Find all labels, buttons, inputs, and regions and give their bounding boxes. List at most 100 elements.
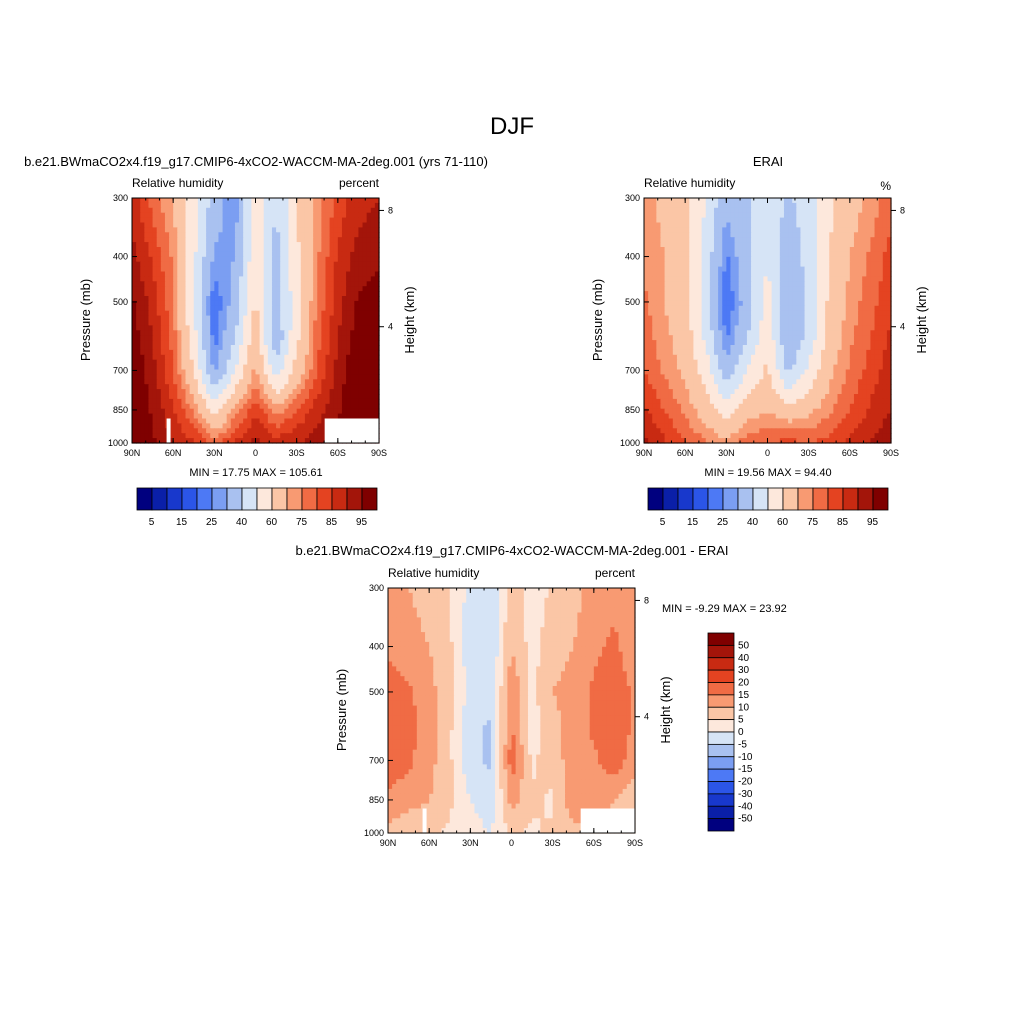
field-cell [730,261,736,268]
field-cell [755,217,760,224]
field-cell [160,374,166,380]
field-cell [210,286,215,292]
field-cell [370,330,376,336]
field-cell [197,242,203,248]
field-cell [206,384,211,390]
field-cell [709,222,715,228]
field-cell [833,296,839,302]
field-cell [164,276,170,282]
field-cell [222,247,228,253]
field-cell [197,418,203,424]
field-cell [329,345,335,351]
field-cell [164,403,170,410]
field-cell [648,325,653,331]
field-cell [705,345,711,351]
field-cell [234,374,240,380]
field-cell [234,276,240,282]
field-cell [644,261,649,268]
field-cell [775,300,781,307]
field-cell [804,232,810,238]
field-cell [152,276,158,282]
field-cell [676,212,682,219]
right-label: percent [339,176,380,190]
field-cell [886,237,892,243]
field-cell [870,291,876,297]
field-cell [271,207,277,214]
field-cell [263,242,269,248]
field-cell [664,256,670,263]
field-cell [800,237,806,243]
field-cell [656,305,662,312]
field-cell [255,394,261,400]
field-cell [742,232,748,238]
field-cell [197,325,203,331]
field-cell [652,291,657,297]
field-cell [276,300,281,307]
field-cell [841,335,847,341]
field-cell [755,335,760,341]
field-cell [681,242,686,248]
field-cell [346,247,351,253]
field-cell [771,276,777,282]
field-cell [812,247,818,253]
field-cell [247,394,252,400]
field-cell [767,232,773,238]
colorbar-box [151,487,168,511]
field-cell [341,217,347,224]
field-cell [751,296,756,302]
field-cell [177,320,182,326]
field-cell [862,296,867,302]
field-cell [697,345,703,351]
field-cell [775,266,781,273]
field-cell [218,266,224,273]
field-cell [870,340,876,346]
field-cell [771,212,777,219]
field-cell [709,305,715,312]
field-cell [317,394,322,400]
field-cell [681,310,686,317]
field-cell [796,291,802,297]
field-cell [329,276,335,282]
field-cell [370,296,376,302]
field-cell [136,251,141,258]
field-cell [181,251,187,258]
field-cell [821,251,826,258]
field-cell [177,227,182,233]
field-cell [833,330,839,336]
field-cell [689,237,694,243]
field-cell [271,384,277,390]
field-cell [656,202,662,209]
field-cell [829,232,834,238]
field-cell [870,266,876,273]
field-cell [189,408,195,415]
field-cell [239,413,244,420]
field-cell [829,212,834,219]
field-cell [771,261,777,268]
field-cell [730,227,736,233]
field-cell [837,271,843,277]
field-cell [701,305,707,312]
field-cell [144,300,150,307]
field-cell [874,345,880,351]
field-cell [255,237,261,243]
field-cell [693,222,699,228]
field-cell [833,276,839,282]
field-cell [296,408,302,415]
field-cell [173,286,178,292]
field-cell [267,345,273,351]
field-cell [648,281,653,287]
field-cell [234,418,240,424]
field-cell [160,394,166,400]
field-cell [222,286,228,292]
field-cell [738,300,744,307]
field-cell [804,266,810,273]
field-cell [829,198,834,204]
field-cell [169,296,174,302]
field-cell [825,320,830,326]
field-cell [271,212,277,219]
field-cell [210,256,215,263]
field-cell [804,276,810,282]
field-cell [370,286,376,292]
field-cell [792,202,797,209]
field-cell [169,345,174,351]
